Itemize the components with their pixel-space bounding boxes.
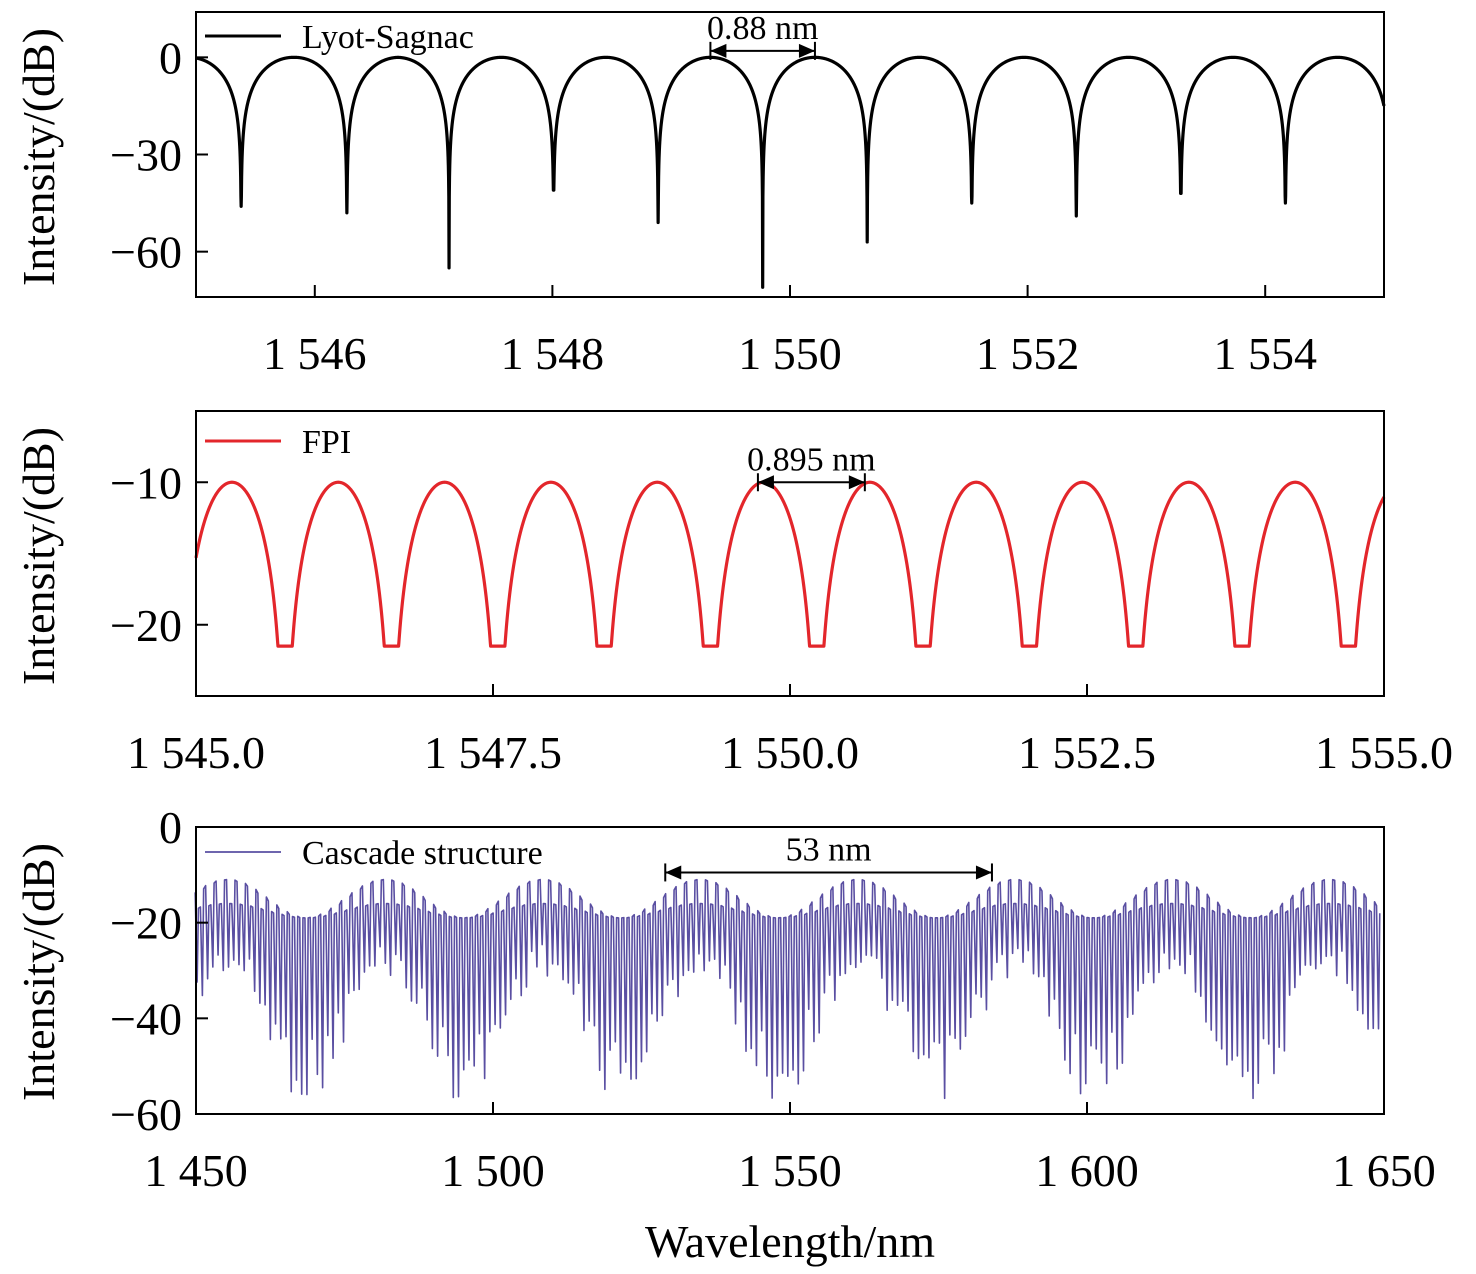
x-tick-label: 1 545.0 [127,727,265,778]
annotation-arrowhead-right [975,865,992,880]
x-tick-label: 1 547.5 [424,727,562,778]
y-axis-label: Intensity/(dB) [13,28,64,286]
x-tick-label: 1 450 [144,1145,248,1196]
x-tick-label: 1 650 [1332,1145,1436,1196]
x-tick-label: 1 548 [501,328,605,379]
y-tick-label: −10 [110,457,182,508]
x-axis-label: Wavelength/nm [645,1216,935,1267]
x-tick-label: 1 550 [738,1145,842,1196]
y-tick-label: 0 [159,802,182,853]
y-axis-label: Intensity/(dB) [13,843,64,1101]
panel-fpi: 1 545.0 1 547.5 1 550.0 1 552.5 1 555.0 −10 −2… [13,410,1453,778]
y-tick-label: −60 [110,227,182,278]
legend-label: Cascade structure [302,835,543,872]
annotation-arrowhead-right [848,475,865,490]
x-tick-label: 1 600 [1035,1145,1139,1196]
annotation-arrowhead-left [757,475,774,490]
annotation-arrowhead-left [665,865,682,880]
y-axis-label: Intensity/(dB) [13,427,64,685]
x-tick-label: 1 550.0 [721,727,859,778]
x-tick-label: 1 550 [738,328,842,379]
y-tick-label: −20 [110,898,182,949]
annotation-label: 0.88 nm [707,10,818,47]
annotation-label: 0.895 nm [747,441,875,478]
annotation-label: 53 nm [786,831,872,868]
annotation-arrowhead-right [798,43,815,58]
x-tick-label: 1 546 [263,328,367,379]
y-tick-label: −60 [110,1089,182,1140]
legend-label: Lyot-Sagnac [302,19,474,56]
panel-cascade: 1 450 1 500 1 550 1 600 1 650 0 −20 −40 −60 Inten… [13,802,1436,1196]
y-tick-label: −30 [110,130,182,181]
series-line-cascade-structure [194,878,1381,1100]
series-line-lyot-sagnac [194,55,1386,289]
x-tick-label: 1 552 [976,328,1080,379]
x-tick-label: 1 555.0 [1315,727,1453,778]
y-tick-label: 0 [159,32,182,83]
series-line-fpi [194,480,1386,648]
panel-lyot-sagnac: 1 546 1 548 1 550 1 552 1 554 0 −30 −60 Intensit… [13,10,1386,379]
x-tick-label: 1 500 [441,1145,545,1196]
x-tick-label: 1 552.5 [1018,727,1156,778]
annotation-arrowhead-left [710,43,727,58]
x-tick-label: 1 554 [1213,328,1317,379]
y-tick-label: −20 [110,600,182,651]
legend-label: FPI [302,424,351,461]
y-tick-label: −40 [110,993,182,1044]
